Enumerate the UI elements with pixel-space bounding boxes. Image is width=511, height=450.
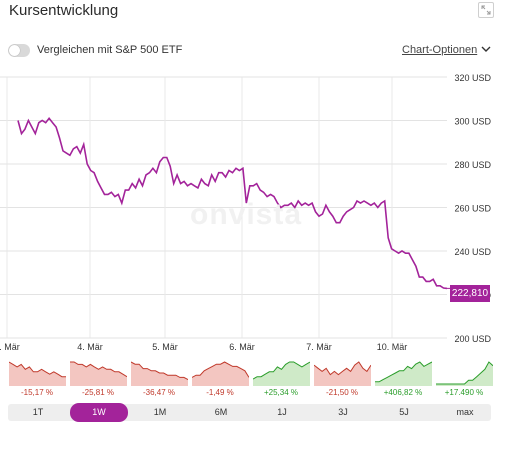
- x-tick-label: 10. Mär: [377, 342, 408, 352]
- mini-chart-change-label: +25,34 %: [263, 388, 299, 397]
- current-price-badge: 222,810: [450, 285, 490, 302]
- mini-chart-2[interactable]: [70, 356, 127, 386]
- period-button-1t[interactable]: 1T: [32, 407, 44, 417]
- x-tick-label: 6. Mär: [229, 342, 255, 352]
- y-tick-label: 280 USD: [454, 160, 491, 170]
- mini-chart-change-label: +406,82 %: [383, 388, 423, 397]
- mini-chart-area: [436, 362, 493, 386]
- period-button-1w[interactable]: 1W: [70, 403, 128, 422]
- period-button-max[interactable]: max: [456, 407, 474, 417]
- mini-chart-area: [9, 362, 66, 386]
- period-button-1m[interactable]: 1M: [153, 407, 167, 417]
- expand-icon[interactable]: [478, 2, 494, 18]
- watermark: onvista: [190, 198, 303, 231]
- mini-chart-area: [375, 362, 432, 386]
- mini-chart-change-label: +17.490 %: [444, 388, 484, 397]
- mini-chart-6[interactable]: [314, 356, 371, 386]
- mini-chart-1[interactable]: [9, 356, 66, 386]
- chart-options-link[interactable]: Chart-Optionen: [402, 44, 478, 56]
- mini-chart-change-label: -21,50 %: [325, 388, 359, 397]
- period-selector: 1T 1W 1M 6M 1J 3J 5J max: [8, 403, 491, 422]
- mini-chart-5[interactable]: [253, 356, 310, 386]
- mini-chart-area: [131, 362, 188, 386]
- mini-chart-line: [70, 361, 127, 378]
- mini-chart-4[interactable]: [192, 356, 249, 386]
- mini-chart-area: [70, 362, 127, 386]
- mini-chart-line: [375, 361, 432, 383]
- mini-chart-change-label: -1,49 %: [206, 388, 234, 397]
- mini-chart-area: [253, 362, 310, 386]
- period-button-1j[interactable]: 1J: [277, 407, 287, 417]
- compare-label: Vergleichen mit S&P 500 ETF: [37, 44, 183, 56]
- y-tick-label: 200 USD: [454, 334, 491, 344]
- mini-chart-area: [314, 362, 371, 386]
- y-tick-label: 320 USD: [454, 73, 491, 83]
- chevron-down-icon[interactable]: [481, 41, 491, 52]
- mini-chart-line: [436, 361, 493, 385]
- y-tick-label: 240 USD: [454, 247, 491, 257]
- mini-chart-change-label: -25,81 %: [81, 388, 115, 397]
- x-tick-label: 7. Mär: [306, 342, 332, 352]
- mini-chart-7[interactable]: [375, 356, 432, 386]
- mini-chart-change-label: -36,47 %: [142, 388, 176, 397]
- mini-chart-8[interactable]: [436, 356, 493, 386]
- mini-chart-line: [131, 361, 188, 381]
- mini-chart-line: [9, 361, 66, 378]
- page-title: Kursentwicklung: [9, 2, 119, 19]
- mini-chart-line: [192, 361, 249, 378]
- period-button-3j[interactable]: 3J: [338, 407, 348, 417]
- compare-toggle[interactable]: [8, 44, 30, 57]
- price-line: [17, 117, 448, 290]
- mini-chart-line: [253, 361, 310, 380]
- x-tick-label: 3. Mär: [0, 342, 20, 352]
- mini-chart-change-label: -15,17 %: [20, 388, 54, 397]
- mini-chart-3[interactable]: [131, 356, 188, 386]
- x-tick-label: 5. Mär: [152, 342, 178, 352]
- x-tick-label: 4. Mär: [77, 342, 103, 352]
- mini-chart-line: [314, 361, 371, 376]
- y-tick-label: 260 USD: [454, 204, 491, 214]
- period-button-5j[interactable]: 5J: [399, 407, 409, 417]
- mini-chart-area: [192, 362, 249, 386]
- period-button-6m[interactable]: 6M: [214, 407, 228, 417]
- y-tick-label: 300 USD: [454, 117, 491, 127]
